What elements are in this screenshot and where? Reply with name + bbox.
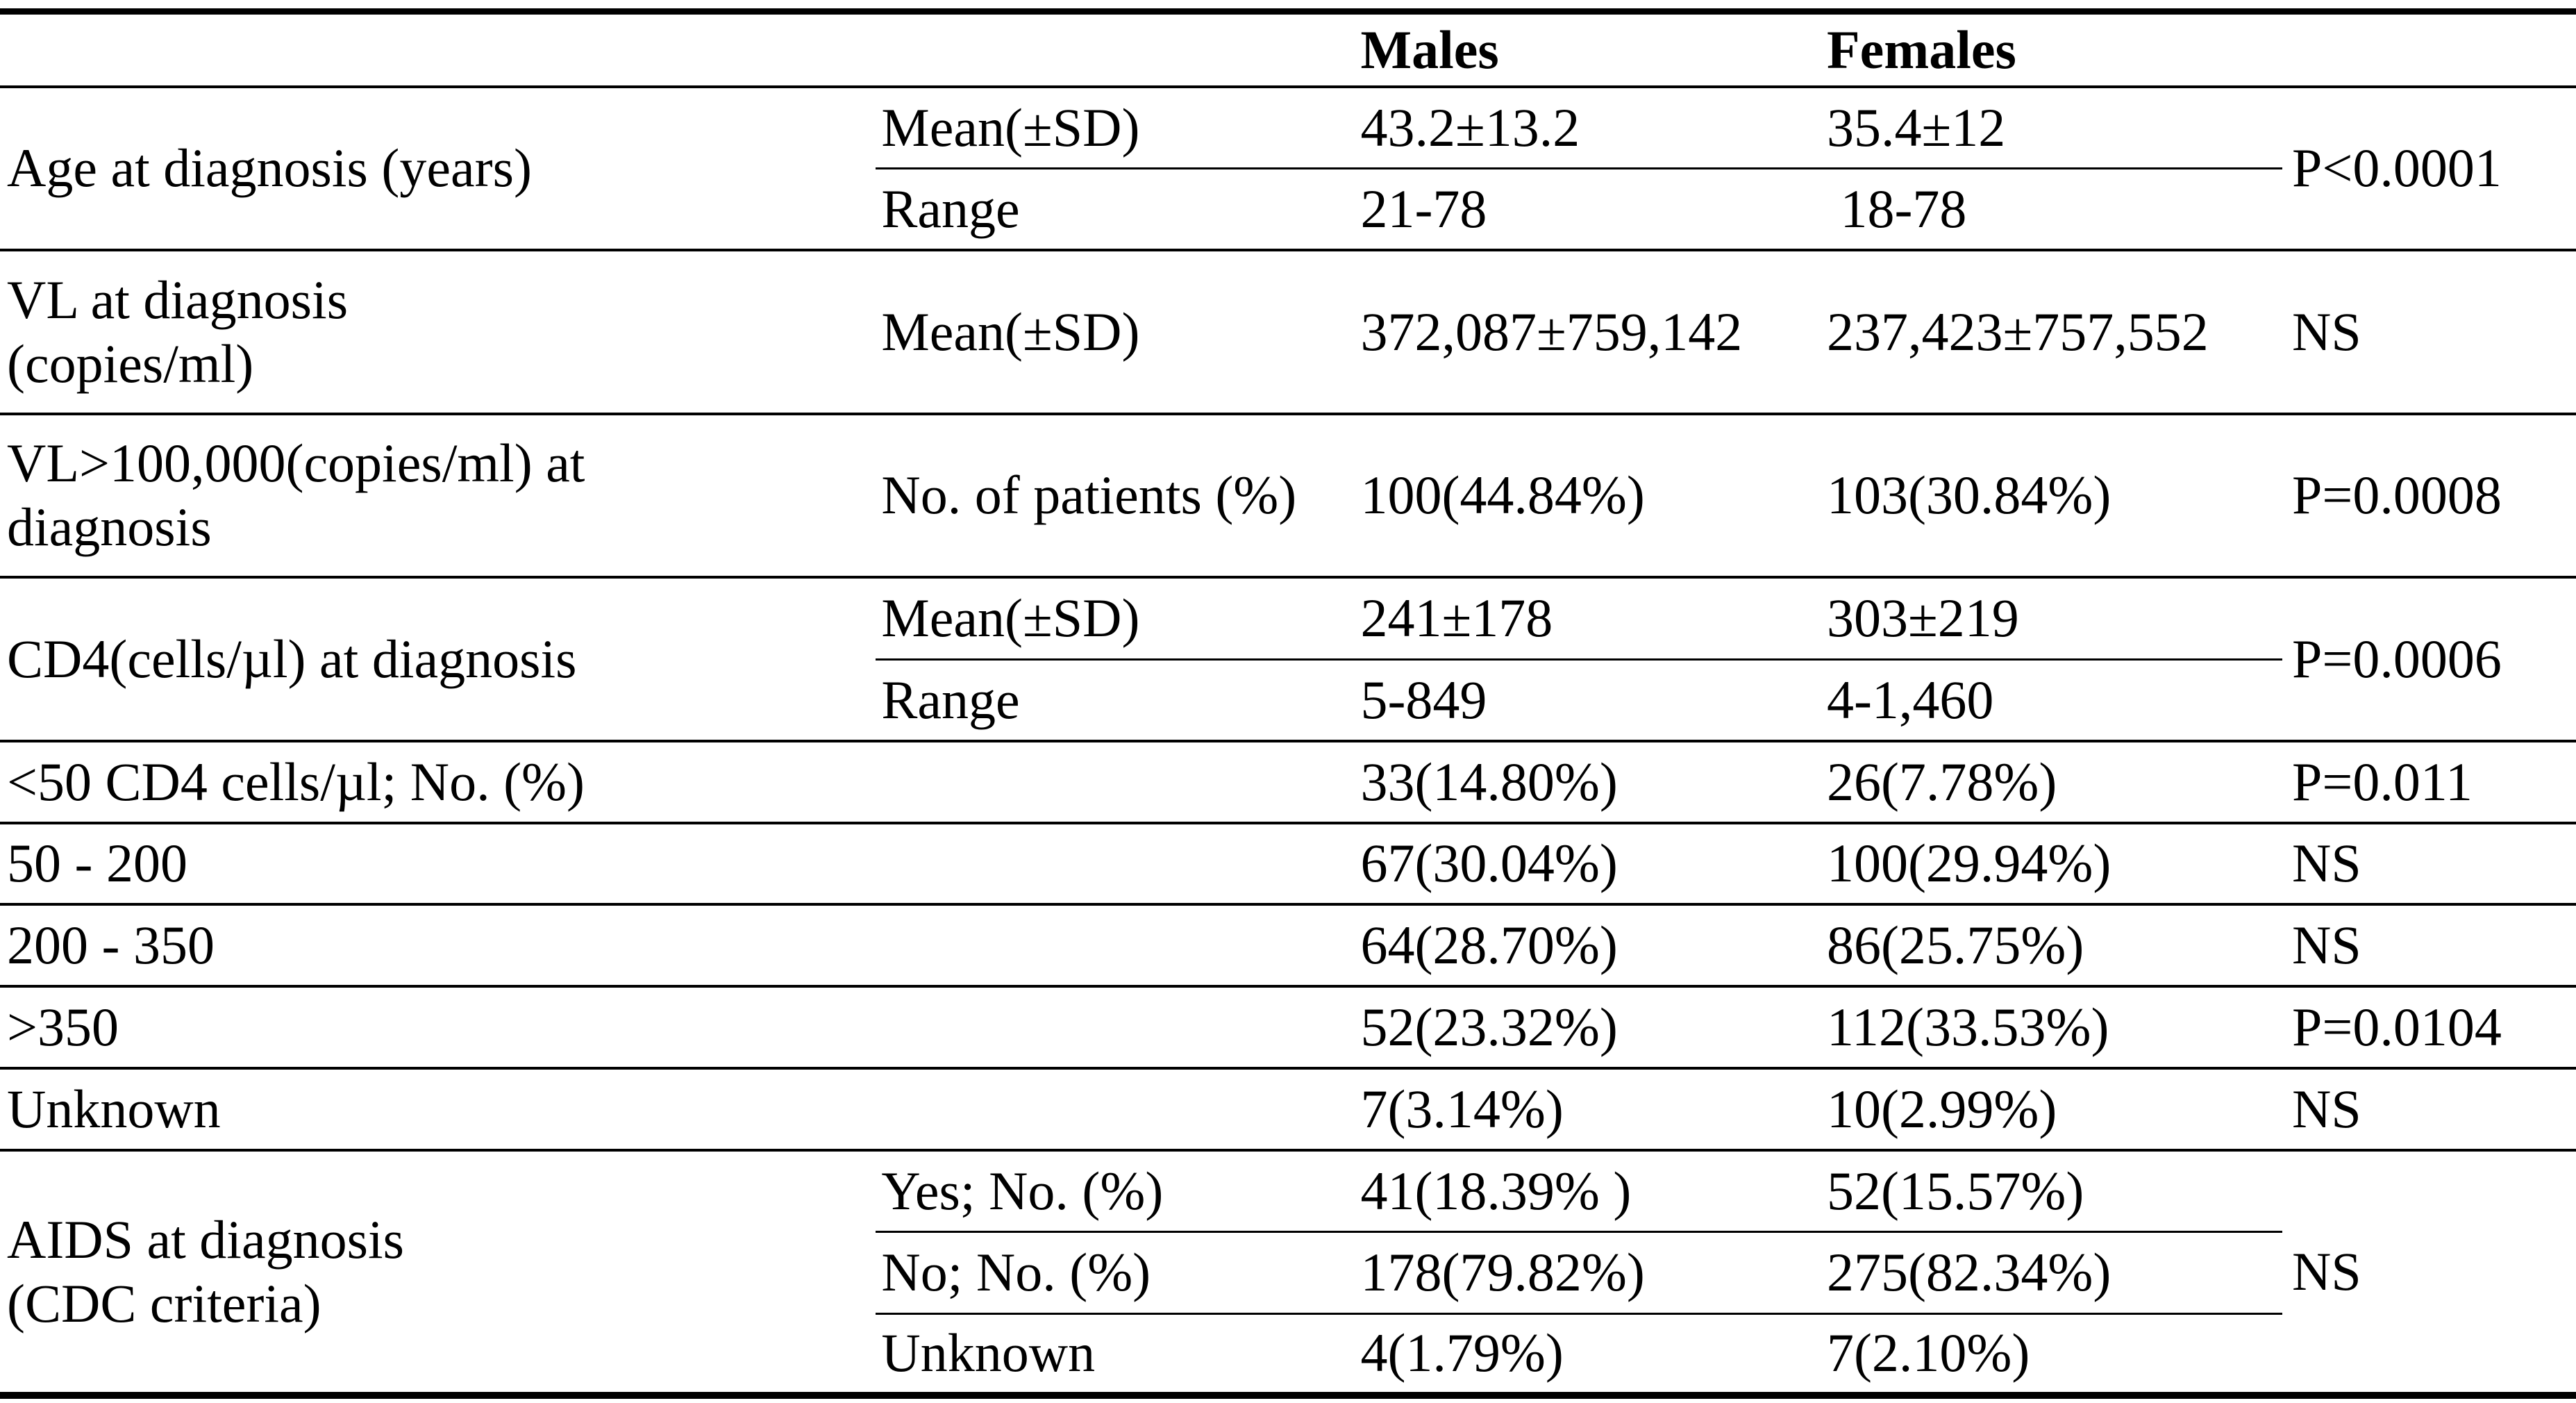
p-value: NS — [2282, 822, 2576, 906]
stat-label — [876, 904, 1355, 988]
females-value: 237,423±757,552 — [1821, 250, 2283, 415]
males-value: 178(79.82%) — [1355, 1231, 1821, 1315]
column-header-males: Males — [1355, 11, 1821, 88]
males-value: 100(44.84%) — [1355, 413, 1821, 579]
p-value: P<0.0001 — [2282, 86, 2576, 252]
stat-label: Mean(±SD) — [876, 577, 1355, 661]
table-row: <50 CD4 cells/µl; No. (%) 33(14.80%) 26(… — [0, 740, 2576, 824]
stat-label: Range — [876, 168, 1355, 252]
p-value: NS — [2292, 1240, 2361, 1302]
females-value: 52(15.57%) — [1821, 1149, 2283, 1233]
females-value: 303±219 — [1821, 577, 2283, 661]
table-row: CD4(cells/µl) at diagnosis Mean(±SD) 241… — [0, 577, 2576, 742]
table-row: AIDS at diagnosis (CDC criteria) Yes; No… — [0, 1149, 2576, 1334]
stat-label — [876, 986, 1355, 1070]
males-value: 7(3.14%) — [1355, 1068, 1821, 1152]
males-value: 67(30.04%) — [1355, 822, 1821, 906]
table-row: Unknown 7(3.14%) 10(2.99%) NS — [0, 1068, 2576, 1152]
females-value: 35.4±12 — [1821, 86, 2283, 169]
p-value: P=0.0008 — [2282, 413, 2576, 579]
females-value: 103(30.84%) — [1821, 413, 2283, 579]
males-value: 21-78 — [1355, 168, 1821, 252]
stat-label — [876, 822, 1355, 906]
females-value: 275(82.34%) — [1821, 1231, 2283, 1315]
row-label-cd4-50-200: 50 - 200 — [0, 822, 876, 906]
header-spacer — [876, 11, 1355, 88]
males-value: 52(23.32%) — [1355, 986, 1821, 1070]
males-value: 64(28.70%) — [1355, 904, 1821, 988]
stat-label: Yes; No. (%) — [876, 1149, 1355, 1233]
row-label-cd4-lt50: <50 CD4 cells/µl; No. (%) — [0, 740, 876, 824]
row-label-cd4-gt350: >350 — [0, 986, 876, 1070]
females-value: 86(25.75%) — [1821, 904, 2283, 988]
stat-label — [876, 1068, 1355, 1152]
row-label-vl: VL at diagnosis (copies/ml) — [0, 250, 876, 415]
p-value: NS — [2282, 904, 2576, 988]
stat-label: No. of patients (%) — [876, 413, 1355, 579]
stat-label: Mean(±SD) — [876, 86, 1355, 169]
males-value: 5-849 — [1355, 659, 1821, 742]
table-row: >350 52(23.32%) 112(33.53%) P=0.0104 — [0, 986, 2576, 1070]
females-value: 4-1,460 — [1821, 659, 2283, 742]
females-value: 18-78 — [1821, 168, 2283, 252]
stat-label: Mean(±SD) — [876, 250, 1355, 415]
males-value: 41(18.39% ) — [1355, 1149, 1821, 1233]
females-value: 7(2.10%) — [1826, 1322, 2030, 1384]
row-label-cd4-unknown: Unknown — [0, 1068, 876, 1152]
p-value: NS — [2282, 1068, 2576, 1152]
header-spacer — [2282, 11, 2576, 88]
females-value: 26(7.78%) — [1821, 740, 2283, 824]
row-label-age: Age at diagnosis (years) — [0, 86, 876, 252]
males-value: 372,087±759,142 — [1355, 250, 1821, 415]
males-value: 4(1.79%) — [1360, 1322, 1564, 1384]
p-value: P=0.011 — [2282, 740, 2576, 824]
females-value: 112(33.53%) — [1821, 986, 2283, 1070]
males-value: 241±178 — [1355, 577, 1821, 661]
table-row: 200 - 350 64(28.70%) 86(25.75%) NS — [0, 904, 2576, 988]
header-spacer — [0, 11, 876, 88]
patient-characteristics-table: Males Females Age at diagnosis (years) M… — [0, 8, 2576, 1399]
males-value: 33(14.80%) — [1355, 740, 1821, 824]
p-value: P=0.0104 — [2282, 986, 2576, 1070]
table-row: Age at diagnosis (years) Mean(±SD) 43.2±… — [0, 86, 2576, 252]
table-row: No; No. (%) 178(79.82%) 275(82.34%) — [0, 1231, 2576, 1315]
stat-label — [876, 740, 1355, 824]
stat-label: No; No. (%) — [876, 1231, 1355, 1315]
table-header-row: Males Females — [0, 11, 2576, 88]
stat-label: Unknown — [881, 1322, 1096, 1384]
row-label-cd4-200-350: 200 - 350 — [0, 904, 876, 988]
table-row: VL at diagnosis (copies/ml) Mean(±SD) 37… — [0, 250, 2576, 415]
row-label-vl100k: VL>100,000(copies/ml) at diagnosis — [0, 413, 876, 579]
row-label-aids: AIDS at diagnosis (CDC criteria) — [7, 1209, 404, 1334]
table-row: 50 - 200 67(30.04%) 100(29.94%) NS — [0, 822, 2576, 906]
p-value: P=0.0006 — [2282, 577, 2576, 742]
table-row: Range 21-78 18-78 — [0, 168, 2576, 252]
males-value: 43.2±13.2 — [1355, 86, 1821, 169]
table-row: VL>100,000(copies/ml) at diagnosis No. o… — [0, 413, 2576, 579]
females-value: 10(2.99%) — [1821, 1068, 2283, 1152]
row-label-cd4: CD4(cells/µl) at diagnosis — [0, 577, 876, 742]
column-header-females: Females — [1821, 11, 2283, 88]
table-row: Range 5-849 4-1,460 — [0, 659, 2576, 742]
p-value: NS — [2282, 250, 2576, 415]
table-row: Unknown 4(1.79%) 7(2.10%) — [0, 1313, 2576, 1395]
stat-label: Range — [876, 659, 1355, 742]
females-value: 100(29.94%) — [1821, 822, 2283, 906]
